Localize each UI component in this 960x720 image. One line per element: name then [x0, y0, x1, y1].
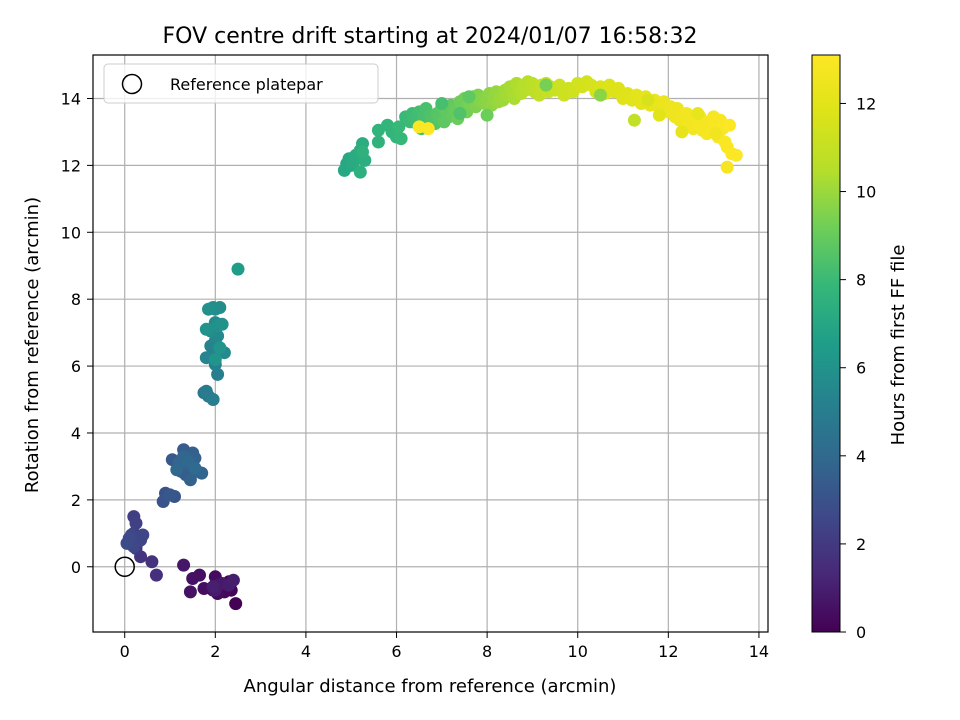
data-point	[188, 461, 202, 475]
x-axis-label: Angular distance from reference (arcmin)	[244, 676, 617, 697]
reference-platepar-point	[114, 556, 135, 578]
y-axis-label: Rotation from reference (arcmin)	[22, 197, 43, 493]
data-point	[392, 120, 406, 134]
legend-label: Reference platepar	[170, 75, 323, 94]
x-axis-ticks: 0 2 4 6 8 10 12 14	[120, 632, 769, 661]
data-point	[480, 108, 494, 122]
x-tick-label: 2	[210, 642, 220, 661]
colorbar-tick-label: 0	[856, 623, 866, 642]
y-tick-label: 10	[61, 223, 81, 242]
colorbar-tick-label: 6	[856, 359, 866, 378]
x-tick-label: 0	[120, 642, 130, 661]
data-point	[462, 90, 476, 104]
x-tick-label: 12	[658, 642, 678, 661]
data-point	[691, 107, 705, 120]
y-tick-label: 12	[61, 156, 81, 175]
data-point	[394, 132, 408, 146]
x-tick-label: 6	[391, 642, 401, 661]
colorbar-ticks: 0 2 4 6 8 10 12	[840, 94, 876, 642]
data-point	[211, 367, 225, 381]
colorbar-frame	[811, 54, 841, 633]
data-point	[709, 127, 723, 141]
data-point	[723, 118, 736, 132]
data-point	[593, 88, 607, 102]
x-tick-label: 14	[749, 642, 769, 661]
chart-title: FOV centre drift starting at 2024/01/07 …	[163, 24, 698, 49]
data-point	[231, 262, 245, 276]
data-point	[356, 145, 369, 159]
data-point	[206, 580, 220, 594]
data-point	[353, 165, 367, 179]
legend-box	[103, 63, 379, 104]
y-axis-ticks: 0 2 4 6 8 10 12 14	[61, 89, 93, 577]
x-tick-label: 4	[301, 642, 311, 661]
colorbar-tick-label: 8	[856, 271, 866, 290]
data-point	[145, 555, 159, 569]
data-point	[183, 585, 197, 599]
data-point	[729, 148, 743, 162]
y-tick-label: 2	[71, 491, 81, 510]
data-point	[435, 97, 449, 110]
data-point	[652, 108, 666, 122]
y-tick-label: 0	[71, 558, 81, 577]
colorbar-gradient	[812, 55, 840, 632]
y-tick-label: 8	[71, 290, 81, 309]
data-point	[163, 488, 177, 502]
data-point	[421, 122, 435, 136]
data-point	[177, 558, 191, 572]
data-point	[627, 113, 641, 127]
colorbar-tick-label: 2	[856, 535, 866, 554]
colorbar-tick-label: 4	[856, 447, 866, 466]
data-point	[149, 568, 163, 582]
legend-marker	[121, 73, 143, 95]
x-tick-label: 8	[482, 642, 492, 661]
data-point	[170, 463, 184, 477]
data-point	[206, 393, 220, 406]
data-point	[539, 78, 553, 92]
data-point	[226, 573, 240, 587]
y-tick-label: 6	[71, 357, 81, 376]
legend: Reference platepar	[103, 63, 379, 104]
y-tick-label: 4	[71, 424, 81, 443]
data-point	[229, 597, 243, 611]
data-point	[213, 341, 227, 355]
data-point	[675, 125, 689, 139]
plot-frame	[92, 54, 769, 633]
grid-lines	[93, 55, 768, 632]
data-point	[186, 572, 200, 585]
reference-marker	[114, 556, 135, 578]
data-point	[453, 107, 467, 120]
data-point	[199, 322, 213, 336]
data-point	[641, 93, 655, 107]
colorbar: 0 2 4 6 8 10 12 Hours from first FF file	[811, 54, 909, 642]
y-tick-label: 14	[61, 89, 81, 108]
data-point	[129, 516, 143, 530]
data-point	[208, 352, 222, 366]
colorbar-tick-label: 10	[856, 183, 876, 202]
data-point	[120, 536, 134, 550]
data-points	[120, 75, 743, 611]
x-tick-label: 10	[568, 642, 588, 661]
colorbar-label: Hours from first FF file	[888, 245, 909, 446]
data-point	[215, 317, 229, 331]
data-point	[720, 160, 734, 174]
data-point	[202, 302, 215, 316]
colorbar-tick-label: 12	[856, 94, 876, 113]
data-point	[371, 135, 385, 149]
